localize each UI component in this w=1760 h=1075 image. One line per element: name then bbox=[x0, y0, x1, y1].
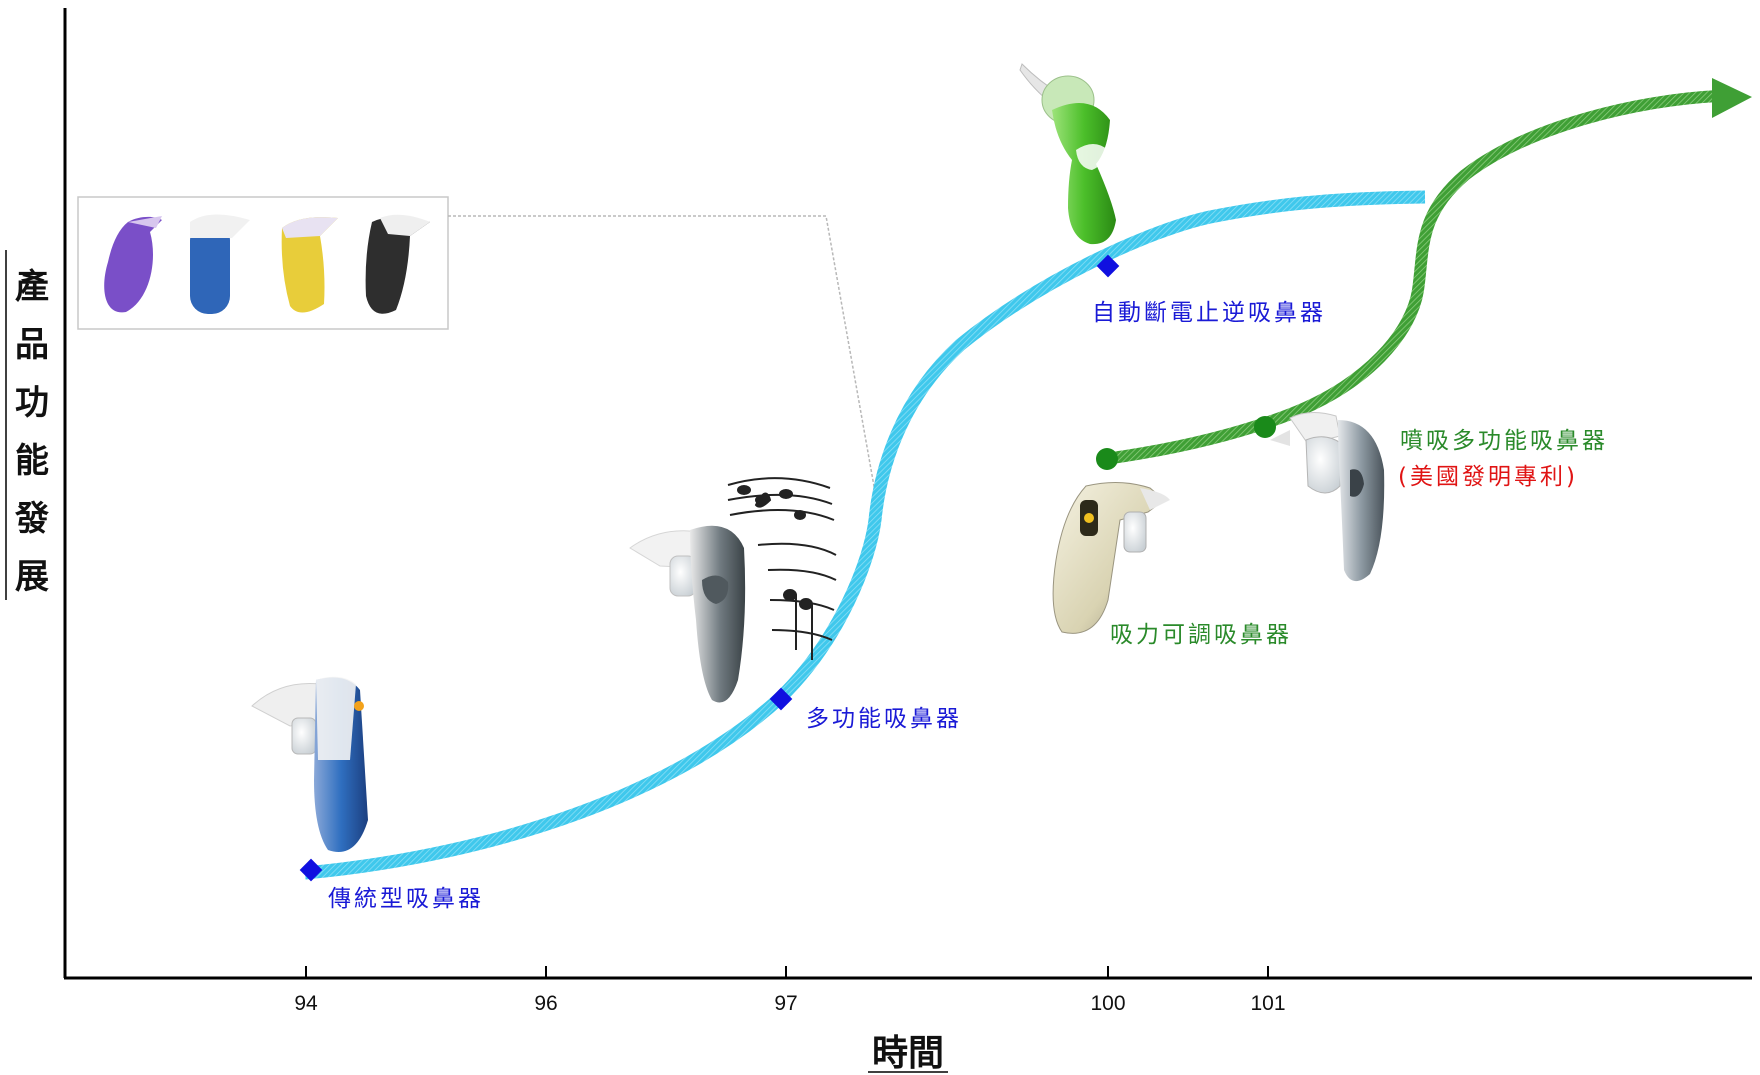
y-axis-title-char: 功 bbox=[15, 383, 49, 423]
orange-button bbox=[354, 701, 364, 711]
yellow-dial bbox=[1084, 513, 1094, 523]
x-tick-label: 97 bbox=[774, 992, 797, 1015]
label-adjustable: 吸力可調吸鼻器 bbox=[1110, 622, 1292, 648]
y-axis-title-char: 展 bbox=[15, 557, 49, 597]
axes bbox=[6, 8, 1752, 1072]
inset-connector-line bbox=[448, 216, 880, 520]
auto-shutoff-aspirator-image bbox=[1020, 64, 1116, 244]
blue-development-curve bbox=[305, 197, 1425, 873]
x-axis-title: 時間 bbox=[872, 1032, 944, 1074]
y-axis-title-char: 品 bbox=[15, 325, 49, 365]
traditional-aspirator-image bbox=[252, 677, 368, 852]
y-axis-title-char: 發 bbox=[14, 499, 49, 539]
marker-green-100 bbox=[1096, 448, 1118, 470]
marker-green-101 bbox=[1254, 416, 1276, 438]
label-auto-shutoff: 自動斷電止逆吸鼻器 bbox=[1092, 300, 1326, 326]
spray-suction-aspirator-image bbox=[1270, 412, 1384, 581]
label-traditional: 傳統型吸鼻器 bbox=[328, 886, 484, 912]
green-development-arrow bbox=[1105, 78, 1752, 459]
label-us-patent: (美國發明專利) bbox=[1398, 464, 1578, 490]
x-tick-label: 101 bbox=[1250, 992, 1285, 1015]
x-ticks: 94 96 97 100 101 bbox=[294, 966, 1285, 1015]
y-axis-title-char: 產 bbox=[15, 267, 49, 307]
color-variants-inset bbox=[78, 197, 880, 520]
label-multifunction: 多功能吸鼻器 bbox=[806, 706, 962, 732]
adjustable-suction-aspirator-image bbox=[1053, 482, 1170, 633]
multifunction-aspirator-image bbox=[630, 526, 745, 703]
x-tick-label: 100 bbox=[1090, 992, 1125, 1015]
label-spray-suction: 噴吸多功能吸鼻器 bbox=[1400, 428, 1608, 454]
green-arrowhead bbox=[1712, 78, 1752, 118]
y-axis-title-char: 能 bbox=[15, 441, 49, 481]
milestone-labels: 傳統型吸鼻器 多功能吸鼻器 自動斷電止逆吸鼻器 吸力可調吸鼻器 噴吸多功能吸鼻器… bbox=[328, 300, 1608, 912]
x-tick-label: 94 bbox=[294, 992, 318, 1015]
x-tick-label: 96 bbox=[534, 992, 557, 1015]
